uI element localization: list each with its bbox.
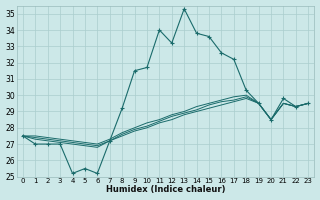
X-axis label: Humidex (Indice chaleur): Humidex (Indice chaleur)	[106, 185, 225, 194]
